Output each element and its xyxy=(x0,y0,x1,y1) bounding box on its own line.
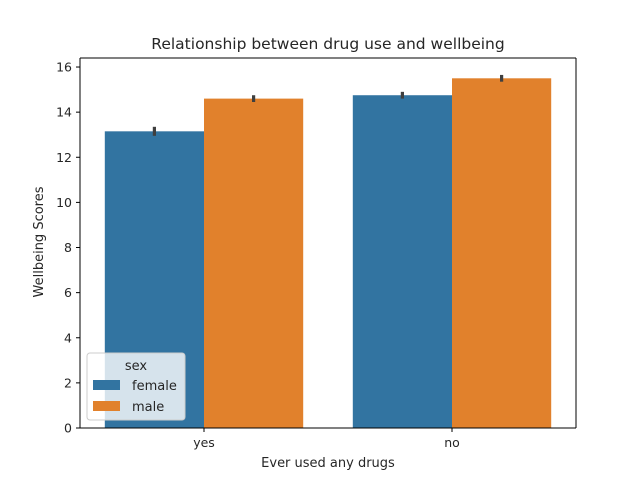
y-tick-label: 16 xyxy=(56,60,72,75)
legend-swatch-female xyxy=(93,380,120,390)
y-tick-label: 4 xyxy=(64,330,72,345)
x-tick-label-yes: yes xyxy=(193,435,215,450)
legend-label-female: female xyxy=(132,379,177,394)
legend-title: sex xyxy=(125,359,148,374)
bar-male-yes xyxy=(204,98,304,429)
legend: sex female male xyxy=(86,352,186,421)
y-tick-label: 14 xyxy=(56,105,72,120)
axes-group: 0 2 4 6 8 10 12 14 16 yes no xyxy=(56,57,577,450)
chart-title: Relationship between drug use and wellbe… xyxy=(151,35,504,53)
bar-female-no xyxy=(352,95,452,428)
y-tick-label: 0 xyxy=(64,421,72,436)
legend-swatch-male xyxy=(93,401,120,411)
error-bars-group xyxy=(152,74,504,136)
y-tick-label: 8 xyxy=(64,240,72,255)
y-tick-label: 6 xyxy=(64,285,72,300)
legend-label-male: male xyxy=(132,400,164,415)
bar-male-no xyxy=(452,78,552,429)
y-tick-label: 10 xyxy=(56,195,72,210)
y-tick-label: 2 xyxy=(64,375,72,390)
y-tick-label: 12 xyxy=(56,150,72,165)
x-axis-label: Ever used any drugs xyxy=(261,456,395,471)
bars-group xyxy=(104,78,552,429)
x-tick-label-no: no xyxy=(444,435,460,450)
y-axis-label: Wellbeing Scores xyxy=(32,186,47,297)
